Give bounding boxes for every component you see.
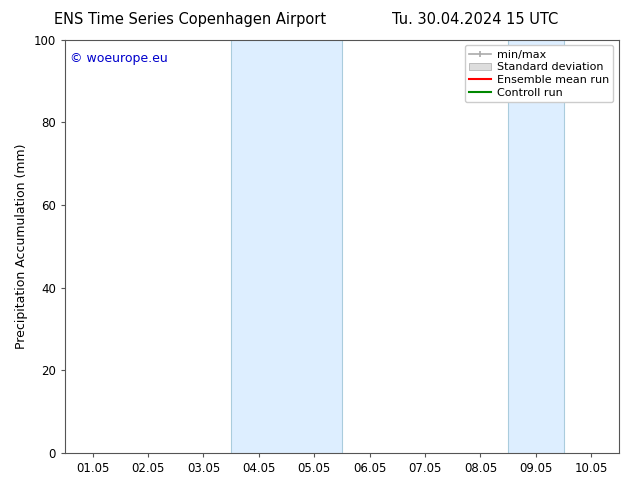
Text: © woeurope.eu: © woeurope.eu xyxy=(70,52,168,65)
Y-axis label: Precipitation Accumulation (mm): Precipitation Accumulation (mm) xyxy=(15,144,28,349)
Text: ENS Time Series Copenhagen Airport: ENS Time Series Copenhagen Airport xyxy=(54,12,327,27)
Text: Tu. 30.04.2024 15 UTC: Tu. 30.04.2024 15 UTC xyxy=(392,12,559,27)
Legend: min/max, Standard deviation, Ensemble mean run, Controll run: min/max, Standard deviation, Ensemble me… xyxy=(465,45,614,102)
Bar xyxy=(231,40,342,453)
Bar xyxy=(508,40,564,453)
